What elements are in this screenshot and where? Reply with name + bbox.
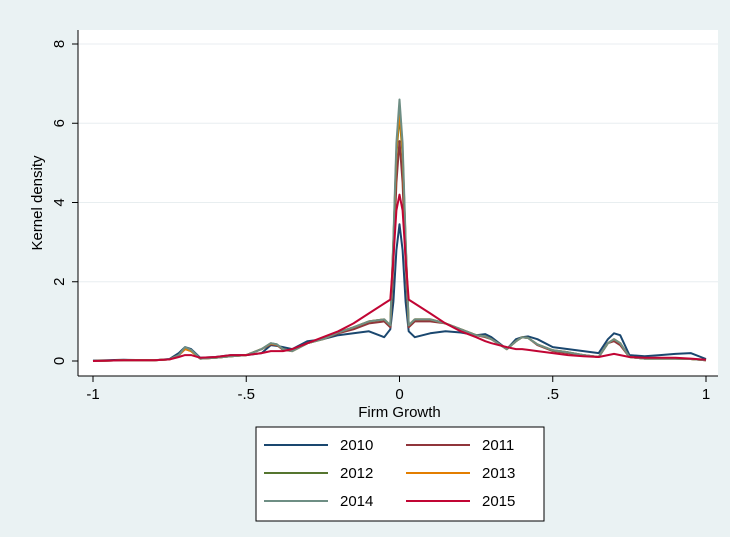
y-tick-label: 0 xyxy=(51,357,68,365)
y-tick-label: 4 xyxy=(51,198,68,206)
legend-label-2010: 2010 xyxy=(340,437,373,454)
legend-label-2012: 2012 xyxy=(340,465,373,482)
x-tick-label: 0 xyxy=(395,386,403,403)
series-line-2015 xyxy=(92,193,707,362)
legend-label-2015: 2015 xyxy=(482,493,515,510)
axes: 0 2 4 6 8 -1 -.5 0 .5 1 xyxy=(51,30,718,403)
legend: 2010 2011 2012 2013 2014 2015 xyxy=(255,426,545,522)
legend-label-2011: 2011 xyxy=(482,437,514,454)
x-tick-label: .5 xyxy=(546,386,559,403)
y-tick-label: 8 xyxy=(51,40,68,48)
y-tick-label: 6 xyxy=(51,119,68,127)
x-tick-label: -.5 xyxy=(237,386,255,403)
legend-label-2013: 2013 xyxy=(482,465,515,482)
series-lines xyxy=(92,98,707,362)
series-line-2014 xyxy=(92,98,707,362)
y-tick-label: 2 xyxy=(51,278,68,286)
x-tick-label: 1 xyxy=(702,386,710,403)
y-axis-title: Kernel density xyxy=(29,155,46,251)
x-tick-label: -1 xyxy=(86,386,99,403)
legend-label-2014: 2014 xyxy=(340,493,373,510)
x-axis-title: Firm Growth xyxy=(358,404,441,421)
